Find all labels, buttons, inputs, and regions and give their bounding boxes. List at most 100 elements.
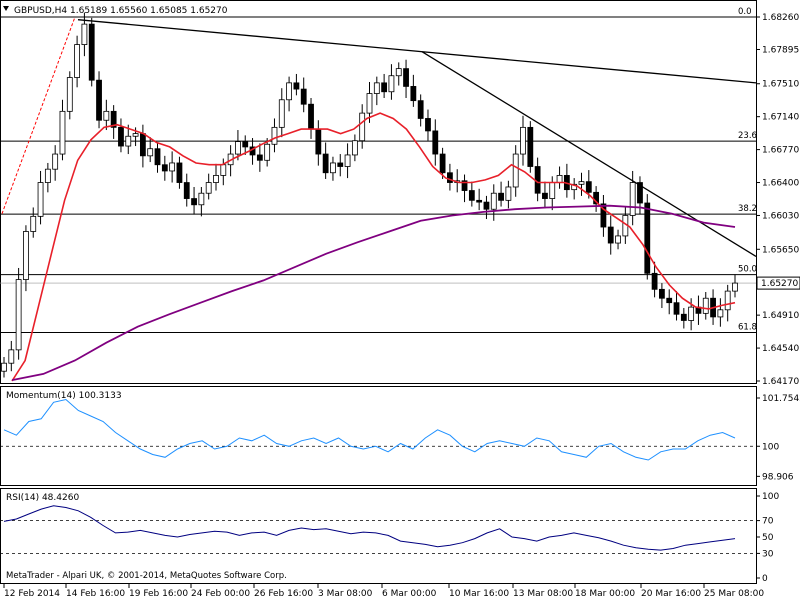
momentum-panel[interactable]: Momentum(14) 100.3133 101.7542 100 98.906 <box>0 386 800 486</box>
momentum-tick-label: 100 <box>762 442 779 452</box>
candle-body <box>542 192 548 199</box>
candle-body <box>498 192 504 201</box>
sma-slow-line <box>11 204 736 381</box>
candle-body <box>483 201 490 210</box>
price-panel[interactable]: 0.0 23.6 38.2 50.0 61.8 1.68260 1.67895 1.6751… <box>0 0 800 388</box>
fib-label: 0.0 <box>738 7 752 17</box>
candle-body <box>556 175 563 183</box>
candle-body <box>585 181 592 193</box>
candle-body <box>74 44 80 78</box>
rsi-tick-label: 50 <box>762 533 774 543</box>
candle-body <box>724 290 731 311</box>
candle-body <box>242 141 249 148</box>
candle-body <box>432 130 439 155</box>
candle-body <box>680 313 687 321</box>
momentum-axis: 101.7542 100 98.906 <box>756 394 800 482</box>
candle-body <box>571 183 578 191</box>
candle-body <box>629 182 636 216</box>
trendline-upper <box>77 19 757 84</box>
candle-body <box>615 235 621 244</box>
candle-body <box>256 154 263 161</box>
candle-body <box>169 162 176 172</box>
price-axis: 1.68260 1.67895 1.67510 1.67140 1.66770 1.664… <box>756 13 800 387</box>
candle-body <box>205 182 212 194</box>
candle-body <box>161 164 168 172</box>
price-tick-label: 1.67510 <box>762 80 799 90</box>
candlestick-series <box>1 12 738 378</box>
candle-body <box>702 297 709 314</box>
candle-body <box>417 100 424 119</box>
candle-body <box>81 23 88 45</box>
candle-body <box>673 302 680 315</box>
candle-body <box>322 153 329 174</box>
time-tick-label: 20 Mar 16:00 <box>641 589 701 599</box>
trendline-lower <box>421 51 757 257</box>
time-axis: 12 Feb 2014 14 Feb 16:00 19 Feb 16:00 24 Fe… <box>3 584 764 599</box>
candle-body <box>388 75 395 93</box>
candle-body <box>110 110 117 128</box>
moving-averages <box>11 112 736 382</box>
rsi-panel[interactable]: RSI(14) 48.4260 100 70 50 30 0 MetaTrader - … <box>0 488 779 585</box>
candle-body <box>534 166 541 194</box>
candle-body <box>293 82 300 90</box>
candle-body <box>59 110 66 155</box>
candle-body <box>659 288 665 299</box>
candle-body <box>447 172 453 183</box>
time-tick-label: 3 Mar 08:00 <box>318 589 373 599</box>
time-tick-label: 6 Mar 00:00 <box>382 589 437 599</box>
candle-body <box>607 226 614 244</box>
time-tick-label: 18 Mar 00:00 <box>575 589 635 599</box>
time-tick-label: 24 Feb 00:00 <box>191 589 250 599</box>
price-tick-label: 1.66770 <box>762 146 799 156</box>
candle-body <box>220 164 227 176</box>
candle-body <box>213 175 219 183</box>
price-tick-label: 1.67895 <box>762 45 799 55</box>
price-tick-label: 1.66030 <box>762 211 799 221</box>
candle-body <box>468 190 475 201</box>
candle-body <box>103 110 110 121</box>
momentum-tick-label: 98.906 <box>762 472 794 482</box>
candle-body <box>198 192 205 206</box>
candle-body <box>403 68 409 87</box>
candle-body <box>600 203 607 228</box>
price-tick-label: 1.64540 <box>762 344 799 354</box>
candle-body <box>330 162 336 174</box>
candle-body <box>461 180 468 191</box>
candle-body <box>23 231 29 280</box>
candle-body <box>191 198 197 206</box>
candle-body <box>8 349 15 364</box>
candle-body <box>512 153 519 188</box>
candle-body <box>359 112 366 142</box>
trendlines[interactable] <box>77 19 757 257</box>
fibonacci-levels: 0.0 23.6 38.2 50.0 61.8 <box>0 7 757 333</box>
candle-body <box>717 309 724 318</box>
momentum-line <box>3 398 736 461</box>
candle-body <box>147 148 154 157</box>
time-tick-label: 14 Feb 16:00 <box>66 589 125 599</box>
candle-body <box>688 306 695 321</box>
candle-body <box>666 297 673 304</box>
candle-body <box>527 126 534 167</box>
fib-label: 38.2 <box>738 204 757 214</box>
rsi-series <box>0 505 756 554</box>
rsi-axis: 100 70 50 30 0 <box>756 492 779 584</box>
price-tick-label: 1.66400 <box>762 179 799 189</box>
fib-label: 61.8 <box>738 322 757 332</box>
fib-label: 50.0 <box>738 265 757 275</box>
candle-body <box>351 140 358 156</box>
candle-body <box>44 168 51 183</box>
candle-body <box>264 143 271 161</box>
candle-body <box>132 133 139 137</box>
candle-body <box>425 118 431 132</box>
candle-body <box>154 148 161 166</box>
candle-body <box>395 68 402 77</box>
watermark: MetaTrader - Alpari UK, © 2001-2014, Met… <box>6 571 287 581</box>
candle-body <box>308 103 314 130</box>
candle-body <box>651 272 658 290</box>
price-panel-frame <box>0 0 757 384</box>
candle-body <box>125 135 132 147</box>
candle-body <box>578 181 585 185</box>
dropdown-triangle-icon[interactable] <box>3 6 9 11</box>
candle-body <box>278 99 285 128</box>
